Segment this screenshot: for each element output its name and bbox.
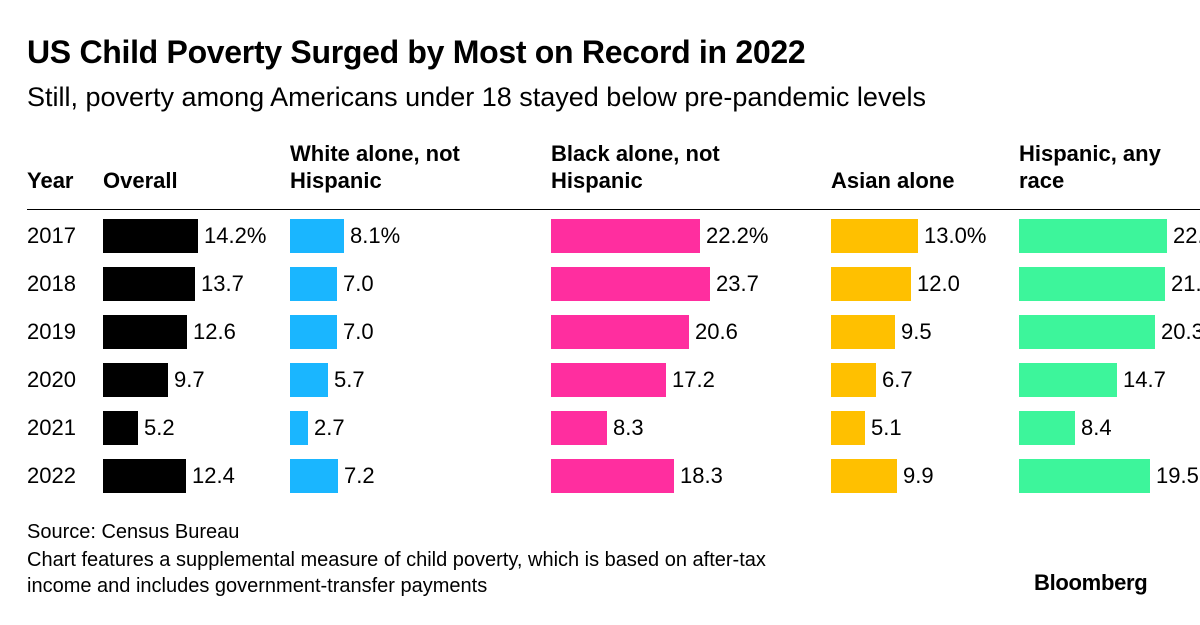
column-header-year: Year <box>27 168 74 193</box>
bar-overall-2017 <box>103 219 198 253</box>
bar-black-alone-not-hispanic-2022 <box>551 459 674 493</box>
bar-hispanic-any-race-2021 <box>1019 411 1075 445</box>
bar-overall-2019 <box>103 315 187 349</box>
value-label-hispanic-any-race-2017: 22.1% <box>1173 223 1200 248</box>
year-label-2019: 2019 <box>27 319 76 344</box>
chart-title: US Child Poverty Surged by Most on Recor… <box>27 34 806 70</box>
bar-asian-alone-2018 <box>831 267 911 301</box>
bar-hispanic-any-race-2017 <box>1019 219 1167 253</box>
value-label-overall-2019: 12.6 <box>193 319 236 344</box>
value-label-asian-alone-2022: 9.9 <box>903 463 934 488</box>
value-label-overall-2022: 12.4 <box>192 463 235 488</box>
bar-overall-2018 <box>103 267 195 301</box>
column-header-line: White alone, not <box>290 141 460 166</box>
value-label-hispanic-any-race-2018: 21.8 <box>1171 271 1200 296</box>
value-label-asian-alone-2020: 6.7 <box>882 367 913 392</box>
bar-overall-2020 <box>103 363 168 397</box>
source-note: Source: Census Bureau <box>27 521 240 543</box>
value-label-black-alone-not-hispanic-2019: 20.6 <box>695 319 738 344</box>
value-label-asian-alone-2021: 5.1 <box>871 415 902 440</box>
bar-asian-alone-2021 <box>831 411 865 445</box>
bloomberg-logo: Bloomberg <box>1034 570 1148 595</box>
value-label-hispanic-any-race-2020: 14.7 <box>1123 367 1166 392</box>
column-header-line: Asian alone <box>831 168 955 193</box>
bar-overall-2021 <box>103 411 138 445</box>
value-label-overall-2020: 9.7 <box>174 367 205 392</box>
column-header-black-alone-not-hispanic: Black alone, not Hispanic <box>551 140 720 194</box>
value-label-hispanic-any-race-2019: 20.3 <box>1161 319 1200 344</box>
year-label-2021: 2021 <box>27 415 76 440</box>
bar-black-alone-not-hispanic-2021 <box>551 411 607 445</box>
value-label-asian-alone-2017: 13.0% <box>924 223 987 248</box>
bar-hispanic-any-race-2018 <box>1019 267 1165 301</box>
bar-black-alone-not-hispanic-2020 <box>551 363 666 397</box>
column-header-line: race <box>1019 168 1065 193</box>
bar-asian-alone-2022 <box>831 459 897 493</box>
bar-white-alone-not-hispanic-2022 <box>290 459 338 493</box>
year-label-2022: 2022 <box>27 463 76 488</box>
value-label-white-alone-not-hispanic-2022: 7.2 <box>344 463 375 488</box>
value-label-white-alone-not-hispanic-2017: 8.1% <box>350 223 401 248</box>
bar-black-alone-not-hispanic-2019 <box>551 315 689 349</box>
value-label-hispanic-any-race-2022: 19.5 <box>1156 463 1199 488</box>
value-label-white-alone-not-hispanic-2018: 7.0 <box>343 271 374 296</box>
column-header-white-alone-not-hispanic: White alone, not Hispanic <box>290 140 460 194</box>
value-label-black-alone-not-hispanic-2020: 17.2 <box>672 367 715 392</box>
year-label-2018: 2018 <box>27 271 76 296</box>
header-divider <box>27 209 1200 210</box>
bar-overall-2022 <box>103 459 186 493</box>
bar-black-alone-not-hispanic-2017 <box>551 219 700 253</box>
bar-hispanic-any-race-2019 <box>1019 315 1155 349</box>
value-label-overall-2021: 5.2 <box>144 415 175 440</box>
bar-white-alone-not-hispanic-2017 <box>290 219 344 253</box>
column-header-line: Black alone, not <box>551 141 720 166</box>
column-header-line: Hispanic <box>290 168 382 193</box>
chart-subtitle: Still, poverty among Americans under 18 … <box>27 82 926 112</box>
value-label-white-alone-not-hispanic-2020: 5.7 <box>334 367 365 392</box>
methodology-note-line-2: income and includes government-transfer … <box>27 575 488 597</box>
column-header-line: Hispanic, any <box>1019 141 1161 166</box>
value-label-white-alone-not-hispanic-2019: 7.0 <box>343 319 374 344</box>
value-label-black-alone-not-hispanic-2018: 23.7 <box>716 271 759 296</box>
bar-hispanic-any-race-2022 <box>1019 459 1150 493</box>
column-header-overall: Overall <box>103 167 178 194</box>
year-label-2017: 2017 <box>27 223 76 248</box>
year-label-2020: 2020 <box>27 367 76 392</box>
bar-white-alone-not-hispanic-2018 <box>290 267 337 301</box>
methodology-note-line-1: Chart features a supplemental measure of… <box>27 549 766 571</box>
bar-asian-alone-2020 <box>831 363 876 397</box>
bar-black-alone-not-hispanic-2018 <box>551 267 710 301</box>
value-label-white-alone-not-hispanic-2021: 2.7 <box>314 415 345 440</box>
value-label-asian-alone-2019: 9.5 <box>901 319 932 344</box>
value-label-black-alone-not-hispanic-2021: 8.3 <box>613 415 644 440</box>
column-header-line: Hispanic <box>551 168 643 193</box>
column-header-hispanic-any-race: Hispanic, any race <box>1019 140 1161 194</box>
bar-asian-alone-2019 <box>831 315 895 349</box>
column-header-line: Overall <box>103 168 178 193</box>
value-label-black-alone-not-hispanic-2022: 18.3 <box>680 463 723 488</box>
bar-asian-alone-2017 <box>831 219 918 253</box>
bar-hispanic-any-race-2020 <box>1019 363 1117 397</box>
bar-white-alone-not-hispanic-2021 <box>290 411 308 445</box>
value-label-black-alone-not-hispanic-2017: 22.2% <box>706 223 769 248</box>
value-label-overall-2018: 13.7 <box>201 271 244 296</box>
value-label-overall-2017: 14.2% <box>204 223 267 248</box>
bar-white-alone-not-hispanic-2019 <box>290 315 337 349</box>
bar-white-alone-not-hispanic-2020 <box>290 363 328 397</box>
value-label-hispanic-any-race-2021: 8.4 <box>1081 415 1112 440</box>
column-header-asian-alone: Asian alone <box>831 167 954 194</box>
value-label-asian-alone-2018: 12.0 <box>917 271 960 296</box>
